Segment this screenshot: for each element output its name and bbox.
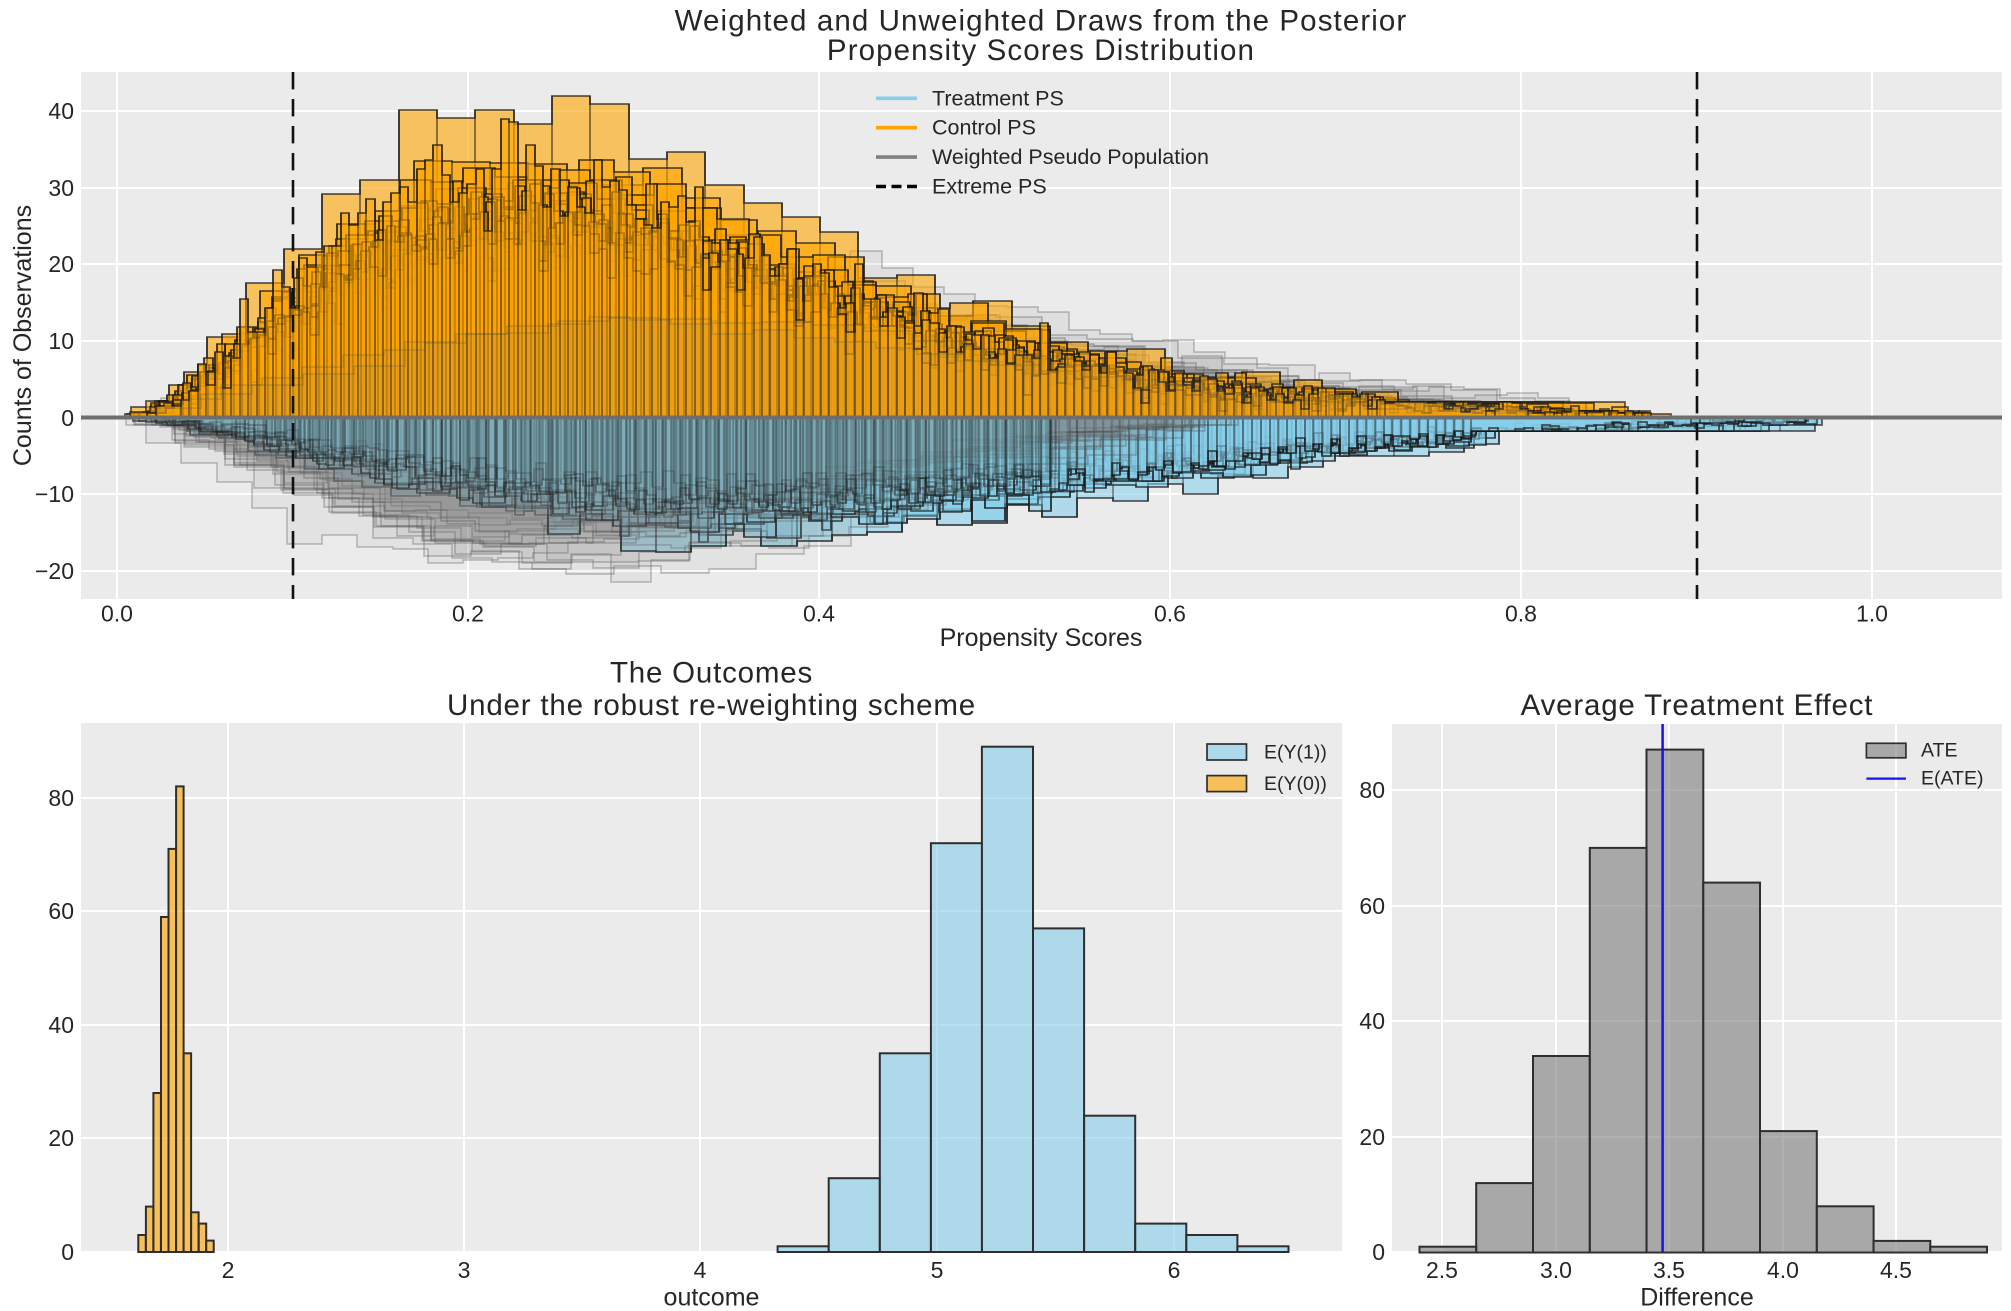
- svg-text:Propensity Scores Distribution: Propensity Scores Distribution: [827, 34, 1255, 67]
- svg-text:0.4: 0.4: [803, 601, 835, 627]
- svg-text:The Outcomes: The Outcomes: [610, 657, 813, 690]
- svg-text:0: 0: [61, 1239, 74, 1265]
- svg-text:30: 30: [48, 175, 74, 201]
- svg-text:E(Y(0)): E(Y(0)): [1264, 773, 1327, 795]
- svg-text:Average Treatment Effect: Average Treatment Effect: [1521, 689, 1874, 722]
- svg-text:0.6: 0.6: [1154, 601, 1186, 627]
- svg-text:40: 40: [48, 1012, 74, 1038]
- svg-text:Under the robust re-weighting: Under the robust re-weighting scheme: [447, 689, 976, 722]
- svg-text:Difference: Difference: [1640, 1283, 1754, 1311]
- svg-text:40: 40: [1359, 1008, 1385, 1034]
- svg-text:outcome: outcome: [664, 1283, 760, 1311]
- svg-text:E(Y(1)): E(Y(1)): [1264, 742, 1327, 764]
- svg-text:60: 60: [1359, 893, 1385, 919]
- svg-text:1.0: 1.0: [1856, 601, 1888, 627]
- svg-text:80: 80: [1359, 777, 1385, 803]
- svg-text:20: 20: [48, 251, 74, 277]
- svg-text:Treatment PS: Treatment PS: [932, 86, 1064, 110]
- svg-text:−20: −20: [35, 558, 74, 584]
- svg-text:−10: −10: [35, 481, 74, 507]
- svg-text:0.8: 0.8: [1505, 601, 1537, 627]
- svg-text:3.0: 3.0: [1540, 1257, 1572, 1283]
- svg-text:0.2: 0.2: [452, 601, 484, 627]
- svg-text:6: 6: [1168, 1257, 1181, 1283]
- svg-text:Counts of Observations: Counts of Observations: [9, 205, 37, 466]
- svg-text:10: 10: [48, 328, 74, 354]
- svg-text:ATE: ATE: [1921, 740, 1957, 762]
- svg-text:E(ATE): E(ATE): [1921, 768, 1983, 790]
- svg-text:60: 60: [48, 898, 74, 924]
- svg-text:Weighted and Unweighted Draws: Weighted and Unweighted Draws from the P…: [675, 5, 1408, 38]
- svg-text:Control PS: Control PS: [932, 116, 1036, 140]
- svg-text:4: 4: [694, 1257, 707, 1283]
- svg-text:5: 5: [931, 1257, 944, 1283]
- svg-text:0: 0: [61, 405, 74, 431]
- svg-text:0: 0: [1372, 1239, 1385, 1265]
- svg-text:Weighted Pseudo Population: Weighted Pseudo Population: [932, 145, 1209, 169]
- svg-text:2: 2: [222, 1257, 235, 1283]
- svg-text:4.0: 4.0: [1767, 1257, 1799, 1283]
- svg-text:80: 80: [48, 785, 74, 811]
- svg-text:Propensity Scores: Propensity Scores: [940, 624, 1143, 652]
- svg-text:3.5: 3.5: [1653, 1257, 1685, 1283]
- svg-text:40: 40: [48, 98, 74, 124]
- svg-text:0.0: 0.0: [101, 601, 133, 627]
- svg-text:20: 20: [1359, 1124, 1385, 1150]
- svg-text:4.5: 4.5: [1880, 1257, 1912, 1283]
- svg-text:Extreme PS: Extreme PS: [932, 175, 1047, 199]
- svg-text:3: 3: [458, 1257, 471, 1283]
- svg-text:2.5: 2.5: [1426, 1257, 1458, 1283]
- svg-text:20: 20: [48, 1125, 74, 1151]
